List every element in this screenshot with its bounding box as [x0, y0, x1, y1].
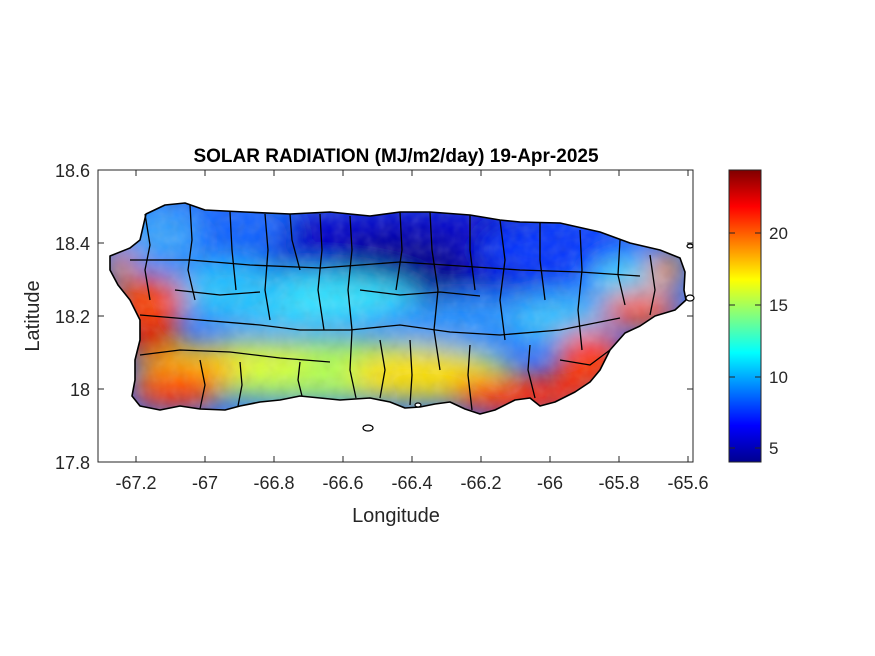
chart-title: SOLAR RADIATION (MJ/m2/day) 19-Apr-2025 [193, 146, 598, 167]
x-axis: -67.2 -67 -66.8 -66.6 -66.4 -66.2 -66 -6… [115, 170, 709, 527]
x-tick-label: -66 [537, 473, 563, 493]
x-tick-label: -66.4 [391, 473, 432, 493]
colorbar-tick-label: 20 [769, 224, 788, 243]
y-tick-label: 18.2 [55, 307, 90, 327]
colorbar-tick-label: 5 [769, 439, 778, 458]
x-tick-label: -67 [192, 473, 218, 493]
x-tick-label: -66.6 [322, 473, 363, 493]
y-tick-label: 18.6 [55, 161, 90, 181]
x-tick-label: -65.8 [598, 473, 639, 493]
x-axis-label: Longitude [352, 505, 440, 527]
y-axis: 18.6 18.4 18.2 18 17.8 Latitude [22, 161, 693, 473]
x-tick-label: -67.2 [115, 473, 156, 493]
colorbar: 20 15 10 5 [728, 169, 788, 463]
x-tick-label: -66.8 [253, 473, 294, 493]
colorbar-tick-label: 10 [769, 368, 788, 387]
radiation-field [110, 203, 686, 414]
municipality-boundaries [109, 202, 687, 415]
y-tick-label: 18.4 [55, 234, 90, 254]
y-axis-label: Latitude [22, 280, 44, 351]
colorbar-tick-label: 15 [769, 296, 788, 315]
x-tick-label: -66.2 [460, 473, 501, 493]
x-tick-label: -65.6 [667, 473, 708, 493]
y-tick-label: 17.8 [55, 453, 90, 473]
colorbar-gradient [728, 169, 762, 463]
y-tick-label: 18 [70, 380, 90, 400]
offshore-islets [362, 243, 695, 432]
